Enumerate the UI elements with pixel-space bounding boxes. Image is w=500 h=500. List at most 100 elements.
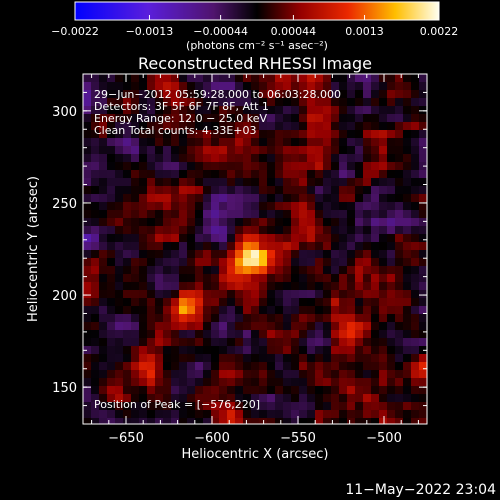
heatmap-cell [155,322,163,330]
y-tick-label: 200 [52,289,77,304]
heatmap-cell [355,130,363,138]
heatmap-cell [379,162,387,170]
heatmap-cell [99,354,107,362]
heatmap-cell [403,106,411,114]
heatmap-cell [299,378,307,386]
heatmap-cell [115,146,123,154]
heatmap-cell [339,162,347,170]
heatmap-cell [315,234,323,242]
heatmap-cell [131,186,139,194]
heatmap-cell [155,218,163,226]
heatmap-cell [235,370,243,378]
heatmap-cell [155,266,163,274]
heatmap-cell [307,418,315,424]
heatmap-cell [123,386,131,394]
heatmap-cell [163,130,171,138]
heatmap-cell [227,338,235,346]
heatmap-cell [211,290,219,298]
heatmap-cell [403,290,411,298]
heatmap-cell [323,210,331,218]
heatmap-cell [403,130,411,138]
heatmap-cell [347,290,355,298]
heatmap-cell [131,346,139,354]
heatmap-cell [195,298,203,306]
heatmap-cell [187,178,195,186]
heatmap-cell [179,314,187,322]
heatmap-cell [227,402,235,410]
heatmap-cell [323,74,331,82]
heatmap-cell [243,178,251,186]
heatmap-cell [379,370,387,378]
heatmap-cell [267,250,275,258]
heatmap-cell [131,90,139,98]
heatmap-cell [235,378,243,386]
heatmap-cell [299,106,307,114]
heatmap-cell [243,186,251,194]
heatmap-cell [83,130,91,138]
heatmap-cell [259,362,267,370]
heatmap-cell [371,250,379,258]
heatmap-cell [379,322,387,330]
heatmap-cell [235,234,243,242]
heatmap-cell [307,210,315,218]
heatmap-cell [211,122,219,130]
heatmap-cell [139,322,147,330]
heatmap-cell [283,258,291,266]
heatmap-cell [219,114,227,122]
heatmap-cell [379,226,387,234]
heatmap-cell [411,370,419,378]
heatmap-cell [299,82,307,90]
heatmap-cell [187,250,195,258]
heatmap-cell [371,98,379,106]
heatmap-cell [107,282,115,290]
heatmap-cell [91,138,99,146]
heatmap-cell [267,242,275,250]
heatmap-cell [347,122,355,130]
heatmap-cell [371,186,379,194]
heatmap-cell [179,330,187,338]
heatmap-cell [131,266,139,274]
heatmap-cell [155,154,163,162]
heatmap-cell [379,298,387,306]
heatmap-cell [291,82,299,90]
heatmap-cell [83,194,91,202]
heatmap-cell [419,146,427,154]
heatmap-cell [107,162,115,170]
heatmap-cell [163,194,171,202]
heatmap-cell [331,106,339,114]
heatmap-cell [155,226,163,234]
heatmap-cell [339,122,347,130]
heatmap-cell [339,386,347,394]
heatmap-cell [259,322,267,330]
heatmap-cell [115,90,123,98]
heatmap-cell [123,298,131,306]
heatmap-cell [131,130,139,138]
heatmap-cell [307,266,315,274]
heatmap-cell [107,362,115,370]
heatmap-cell [259,290,267,298]
heatmap-cell [243,370,251,378]
heatmap-cell [139,402,147,410]
heatmap-cell [123,242,131,250]
heatmap-cell [283,186,291,194]
heatmap-cell [163,418,171,424]
heatmap-cell [315,266,323,274]
heatmap-cell [91,218,99,226]
heatmap-cell [123,186,131,194]
heatmap-cell [219,202,227,210]
heatmap-cell [355,354,363,362]
heatmap-cell [291,74,299,82]
heatmap-cell [371,162,379,170]
heatmap-cell [363,290,371,298]
heatmap-cell [411,298,419,306]
heatmap-cell [131,354,139,362]
heatmap-cell [155,210,163,218]
heatmap-cell [259,394,267,402]
heatmap-cell [83,362,91,370]
heatmap-cell [323,90,331,98]
heatmap-cell [323,242,331,250]
heatmap-cell [171,274,179,282]
heatmap-cell [323,202,331,210]
heatmap-cell [299,226,307,234]
